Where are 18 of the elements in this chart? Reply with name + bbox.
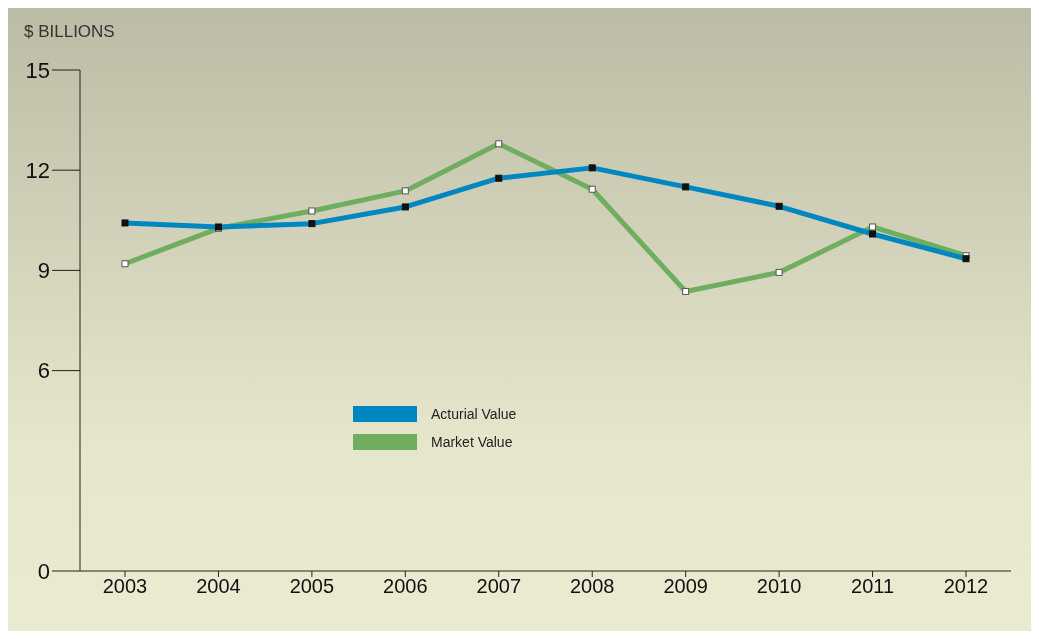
y-tick-label: 12 bbox=[25, 158, 50, 184]
x-tick-label: 2007 bbox=[476, 575, 522, 598]
x-tick-label: 2010 bbox=[756, 575, 802, 598]
y-tick-label: 6 bbox=[37, 358, 50, 384]
x-tick-label: 2009 bbox=[663, 575, 708, 598]
y-tick-label: 15 bbox=[25, 57, 50, 83]
y-tick-label: 9 bbox=[37, 258, 50, 284]
text: $ BILLIONS bbox=[24, 22, 115, 42]
x-tick-label: 2012 bbox=[943, 575, 989, 598]
x-tick-label: 2011 bbox=[851, 575, 895, 598]
y-tick-label: 0 bbox=[37, 558, 50, 584]
x-tick-label: 2003 bbox=[102, 575, 148, 598]
x-tick-label: 2006 bbox=[383, 575, 428, 598]
x-tick-label: 2005 bbox=[289, 575, 335, 598]
legend-label: Acturial Value bbox=[431, 406, 517, 422]
legend-label: Market Value bbox=[431, 434, 513, 450]
x-tick-label: 2004 bbox=[196, 575, 241, 598]
x-tick-label: 2008 bbox=[569, 575, 615, 598]
